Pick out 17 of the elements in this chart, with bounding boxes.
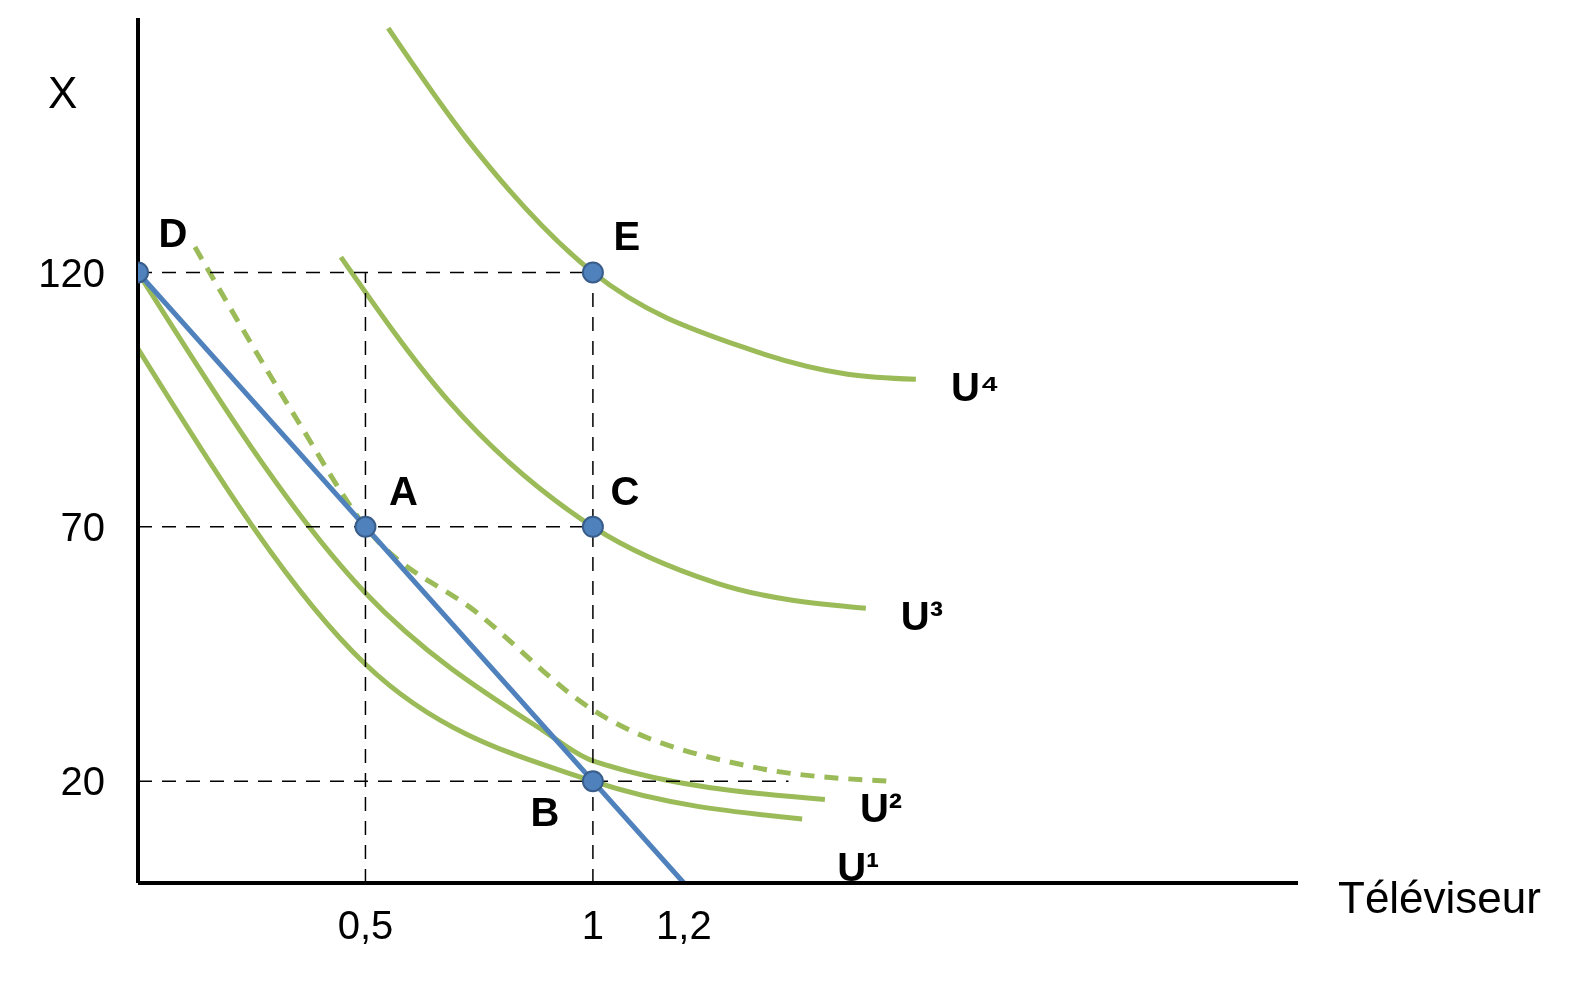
- y-tick-label: 20: [60, 759, 105, 804]
- series-label: U¹: [837, 844, 880, 889]
- x-axis-title: Téléviseur: [1338, 873, 1541, 922]
- x-tick-label: 1,2: [656, 903, 712, 948]
- y-axis-title: X: [48, 68, 78, 117]
- annotation: B: [530, 790, 560, 835]
- annotation: C: [610, 468, 640, 513]
- y-tick-label: 70: [60, 505, 105, 550]
- y-tick-label: 120: [38, 250, 105, 295]
- annotation: D: [158, 211, 188, 256]
- x-tick-label: 0,5: [337, 903, 394, 948]
- x-tick-label: 1: [581, 903, 605, 948]
- annotation: A: [389, 468, 418, 513]
- series-label: U³: [900, 594, 944, 639]
- annotation: E: [613, 214, 641, 259]
- series-label: U²: [859, 785, 903, 830]
- series-label: U⁴: [950, 365, 1000, 410]
